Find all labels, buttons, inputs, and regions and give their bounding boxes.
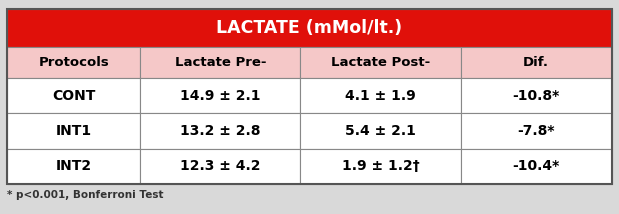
Text: 14.9 ± 2.1: 14.9 ± 2.1 [180, 89, 261, 103]
Bar [7, 113, 141, 149]
Bar [461, 78, 612, 113]
Bar [141, 113, 300, 149]
Text: 4.1 ± 1.9: 4.1 ± 1.9 [345, 89, 416, 103]
Text: INT1: INT1 [56, 124, 92, 138]
Bar [461, 113, 612, 149]
Bar [7, 149, 141, 184]
Text: Protocols: Protocols [38, 56, 110, 69]
Text: Lactate Pre-: Lactate Pre- [175, 56, 266, 69]
Text: 1.9 ± 1.2†: 1.9 ± 1.2† [342, 159, 419, 173]
Bar [7, 47, 141, 78]
Bar [141, 149, 300, 184]
Bar [300, 149, 461, 184]
Text: CONT: CONT [52, 89, 95, 103]
Bar [461, 47, 612, 78]
Text: -10.8*: -10.8* [513, 89, 560, 103]
Text: -10.4*: -10.4* [513, 159, 560, 173]
Bar [300, 47, 461, 78]
Bar [141, 78, 300, 113]
Bar [300, 78, 461, 113]
Text: Dif.: Dif. [523, 56, 549, 69]
Bar [7, 9, 612, 184]
Bar [141, 47, 300, 78]
Text: 5.4 ± 2.1: 5.4 ± 2.1 [345, 124, 416, 138]
Bar [7, 78, 141, 113]
Text: -7.8*: -7.8* [517, 124, 555, 138]
Text: LACTATE (mMol/lt.): LACTATE (mMol/lt.) [217, 19, 402, 37]
Bar [461, 149, 612, 184]
Bar [300, 113, 461, 149]
Text: * p<0.001, Bonferroni Test: * p<0.001, Bonferroni Test [7, 190, 164, 201]
Text: Lactate Post-: Lactate Post- [331, 56, 430, 69]
Text: 13.2 ± 2.8: 13.2 ± 2.8 [180, 124, 261, 138]
Text: 12.3 ± 4.2: 12.3 ± 4.2 [180, 159, 261, 173]
Bar [7, 9, 612, 47]
Text: INT2: INT2 [56, 159, 92, 173]
